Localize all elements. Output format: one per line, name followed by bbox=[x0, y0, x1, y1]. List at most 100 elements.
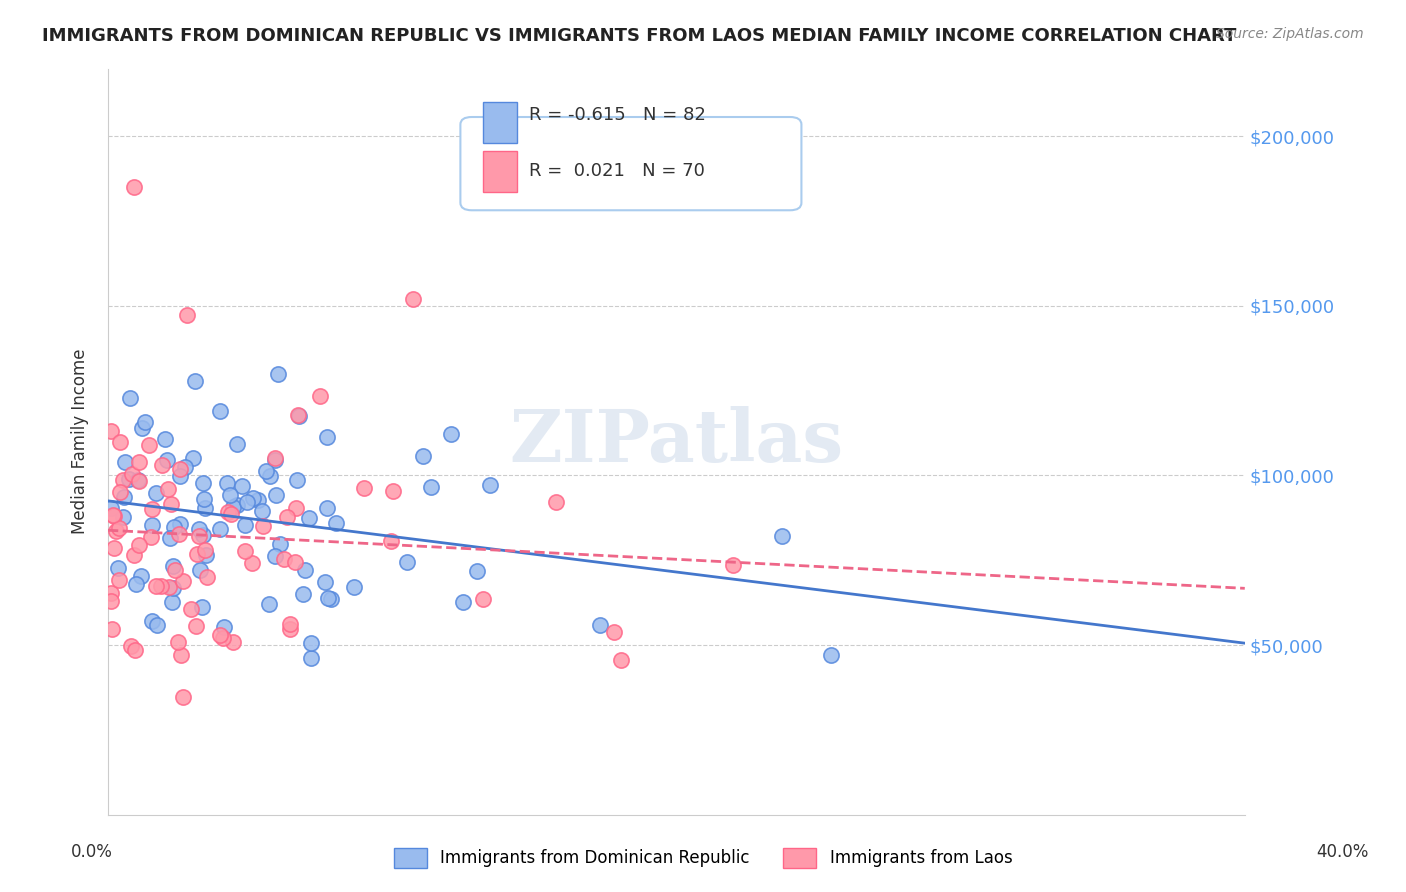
Point bbox=[287, 408, 309, 422]
Point bbox=[309, 389, 332, 403]
Point bbox=[233, 543, 256, 558]
Point bbox=[157, 580, 180, 594]
Point bbox=[163, 564, 186, 578]
Point bbox=[167, 635, 190, 649]
Point bbox=[181, 451, 204, 466]
Point bbox=[180, 601, 202, 615]
Point bbox=[103, 541, 125, 556]
Point bbox=[402, 292, 425, 306]
Point bbox=[157, 482, 180, 496]
Point bbox=[316, 430, 339, 444]
Point bbox=[138, 438, 160, 452]
Point bbox=[299, 636, 322, 650]
Point bbox=[247, 492, 270, 507]
Point bbox=[169, 469, 191, 483]
Point bbox=[162, 559, 184, 574]
Point bbox=[278, 616, 301, 631]
Point bbox=[141, 614, 163, 628]
Point bbox=[217, 505, 239, 519]
Point bbox=[316, 591, 339, 605]
Point bbox=[278, 622, 301, 636]
Point bbox=[276, 509, 298, 524]
Point bbox=[226, 436, 249, 450]
Point bbox=[315, 501, 337, 516]
Point bbox=[159, 531, 181, 545]
Point bbox=[288, 409, 311, 424]
Point bbox=[100, 500, 122, 515]
Point bbox=[233, 517, 256, 532]
Point bbox=[721, 558, 744, 573]
Point bbox=[193, 491, 215, 506]
Legend: Immigrants from Dominican Republic, Immigrants from Laos: Immigrants from Dominican Republic, Immi… bbox=[387, 841, 1019, 875]
Point bbox=[191, 600, 214, 615]
Point bbox=[124, 642, 146, 657]
Point bbox=[603, 625, 626, 640]
Point bbox=[194, 500, 217, 515]
Point bbox=[264, 549, 287, 563]
Text: ZIPatlas: ZIPatlas bbox=[509, 406, 844, 477]
Point bbox=[100, 586, 122, 600]
Point bbox=[163, 520, 186, 534]
Text: 0.0%: 0.0% bbox=[70, 843, 112, 861]
Point bbox=[145, 486, 167, 500]
Point bbox=[108, 435, 131, 450]
Point bbox=[139, 530, 162, 544]
Point bbox=[211, 632, 233, 646]
Point bbox=[186, 547, 208, 561]
Point bbox=[145, 579, 167, 593]
Point bbox=[219, 507, 242, 521]
Text: Source: ZipAtlas.com: Source: ZipAtlas.com bbox=[1216, 27, 1364, 41]
Point bbox=[176, 308, 198, 322]
Bar bbox=[484, 151, 517, 192]
Point bbox=[544, 495, 567, 509]
Point bbox=[155, 432, 177, 446]
Point bbox=[285, 473, 308, 487]
Point bbox=[231, 479, 253, 493]
Point bbox=[131, 421, 153, 435]
Point bbox=[188, 563, 211, 577]
Point bbox=[380, 533, 402, 548]
Point bbox=[610, 653, 633, 667]
Point bbox=[128, 538, 150, 552]
Text: IMMIGRANTS FROM DOMINICAN REPUBLIC VS IMMIGRANTS FROM LAOS MEDIAN FAMILY INCOME : IMMIGRANTS FROM DOMINICAN REPUBLIC VS IM… bbox=[42, 27, 1236, 45]
Point bbox=[215, 476, 238, 491]
Point bbox=[195, 548, 218, 562]
Point bbox=[128, 455, 150, 469]
Point bbox=[100, 425, 122, 439]
Point bbox=[141, 502, 163, 516]
Point bbox=[208, 628, 231, 642]
Point bbox=[284, 555, 307, 569]
Point bbox=[820, 648, 842, 663]
Point bbox=[122, 180, 145, 194]
Point bbox=[100, 622, 122, 636]
Point bbox=[169, 517, 191, 532]
Point bbox=[118, 391, 141, 405]
Point bbox=[183, 374, 205, 388]
Point bbox=[107, 561, 129, 575]
Point bbox=[141, 517, 163, 532]
Point bbox=[412, 449, 434, 463]
Point bbox=[263, 451, 285, 466]
Point bbox=[222, 500, 245, 515]
Point bbox=[269, 536, 291, 550]
Point bbox=[186, 619, 208, 633]
Point bbox=[172, 574, 194, 589]
Point bbox=[264, 488, 287, 502]
Point bbox=[218, 487, 240, 501]
Point bbox=[114, 454, 136, 468]
Point bbox=[191, 476, 214, 491]
Point bbox=[284, 500, 307, 515]
Point bbox=[101, 508, 124, 523]
Point bbox=[150, 458, 173, 472]
FancyBboxPatch shape bbox=[460, 117, 801, 211]
Text: 40.0%: 40.0% bbox=[1316, 843, 1369, 861]
Point bbox=[195, 570, 218, 584]
Point bbox=[188, 522, 211, 536]
Point bbox=[314, 575, 336, 590]
Point bbox=[127, 474, 149, 488]
Point bbox=[100, 594, 122, 608]
Point bbox=[170, 648, 193, 663]
Point bbox=[108, 573, 131, 587]
Point bbox=[169, 462, 191, 476]
Point bbox=[298, 511, 321, 525]
